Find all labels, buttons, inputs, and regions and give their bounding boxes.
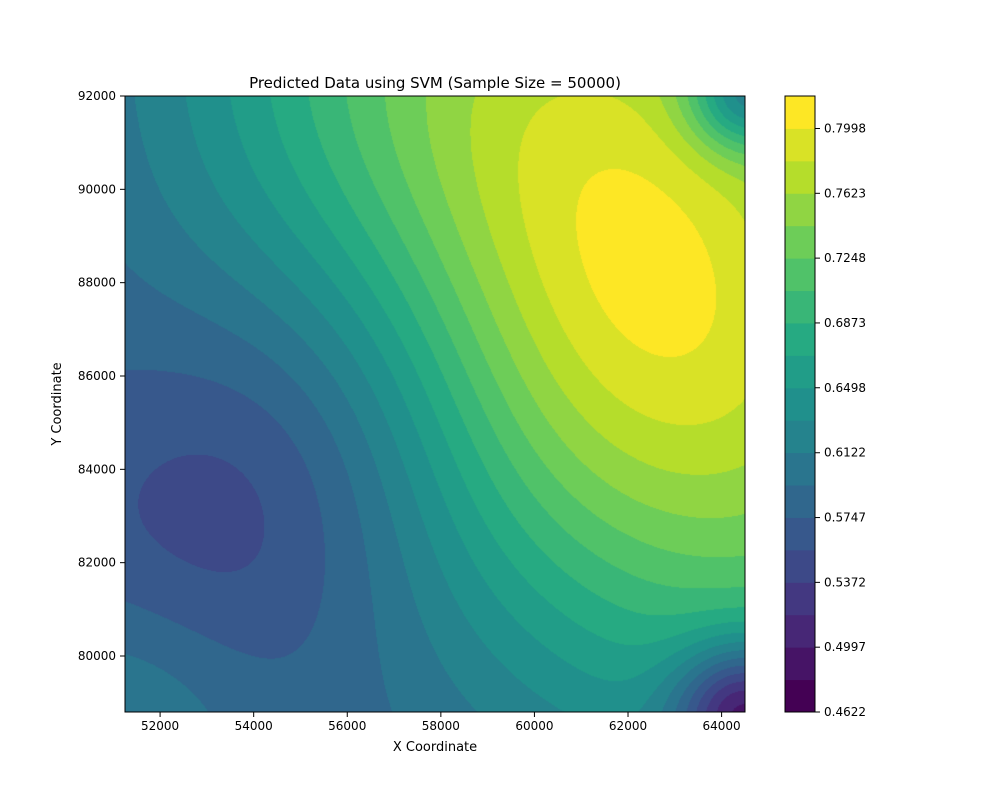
- y-tick-label: 86000: [78, 369, 116, 383]
- colorbar-band: [785, 647, 815, 681]
- y-tick-label: 80000: [78, 649, 116, 663]
- colorbar: [785, 96, 815, 713]
- plot-area: [125, 96, 745, 712]
- colorbar-band: [785, 290, 815, 324]
- y-axis: 80000 82000 84000 86000 88000 90000 92000: [78, 89, 125, 663]
- x-tick-label: 64000: [703, 719, 741, 733]
- y-tick-label: 88000: [78, 276, 116, 290]
- colorbar-tick-label: 0.6498: [824, 381, 866, 395]
- x-tick-label: 52000: [141, 719, 179, 733]
- colorbar-band: [785, 582, 815, 616]
- colorbar-band: [785, 517, 815, 551]
- chart-title: Predicted Data using SVM (Sample Size = …: [249, 74, 621, 92]
- colorbar-band: [785, 452, 815, 486]
- plot-frame: [124, 95, 746, 713]
- x-tick-label: 58000: [422, 719, 460, 733]
- y-axis-label: Y Coordinate: [50, 362, 65, 446]
- colorbar-band: [785, 258, 815, 292]
- colorbar-band: [785, 322, 815, 356]
- y-tick-label: 84000: [78, 462, 116, 476]
- x-axis: 52000 54000 56000 58000 60000 62000 64000: [141, 712, 741, 733]
- y-tick-label: 82000: [78, 556, 116, 570]
- x-tick-label: 54000: [235, 719, 273, 733]
- colorbar-band: [785, 485, 815, 518]
- colorbar-tick-label: 0.5747: [824, 511, 866, 525]
- colorbar-band: [785, 225, 815, 259]
- colorbar-band: [785, 128, 815, 162]
- x-tick-label: 62000: [609, 719, 647, 733]
- colorbar-band: [785, 679, 815, 713]
- colorbar-tick-label: 0.6122: [824, 446, 866, 460]
- colorbar-band: [785, 387, 815, 421]
- colorbar-band: [785, 549, 815, 583]
- colorbar-band: [785, 160, 815, 194]
- colorbar-ticks: 0.4622 0.4997 0.5372 0.5747 0.6122 0.6498 0.68…: [815, 121, 866, 719]
- colorbar-band: [785, 420, 815, 454]
- colorbar-tick-label: 0.7998: [824, 121, 866, 135]
- colorbar-band: [785, 193, 815, 227]
- colorbar-tick-label: 0.4997: [824, 640, 866, 654]
- contour-fill: [125, 96, 745, 712]
- x-axis-label: X Coordinate: [393, 740, 477, 755]
- colorbar-band: [785, 614, 815, 648]
- x-tick-label: 60000: [515, 719, 553, 733]
- colorbar-band: [785, 96, 815, 129]
- x-tick-label: 56000: [328, 719, 366, 733]
- colorbar-tick-label: 0.7248: [824, 251, 866, 265]
- colorbar-frame: [784, 95, 816, 713]
- colorbar-tick-label: 0.7623: [824, 186, 866, 200]
- y-tick-label: 92000: [78, 89, 116, 103]
- colorbar-band: [785, 355, 815, 389]
- colorbar-tick-label: 0.6873: [824, 316, 866, 330]
- y-tick-label: 90000: [78, 182, 116, 196]
- colorbar-tick-label: 0.5372: [824, 575, 866, 589]
- colorbar-tick-label: 0.4622: [824, 705, 866, 719]
